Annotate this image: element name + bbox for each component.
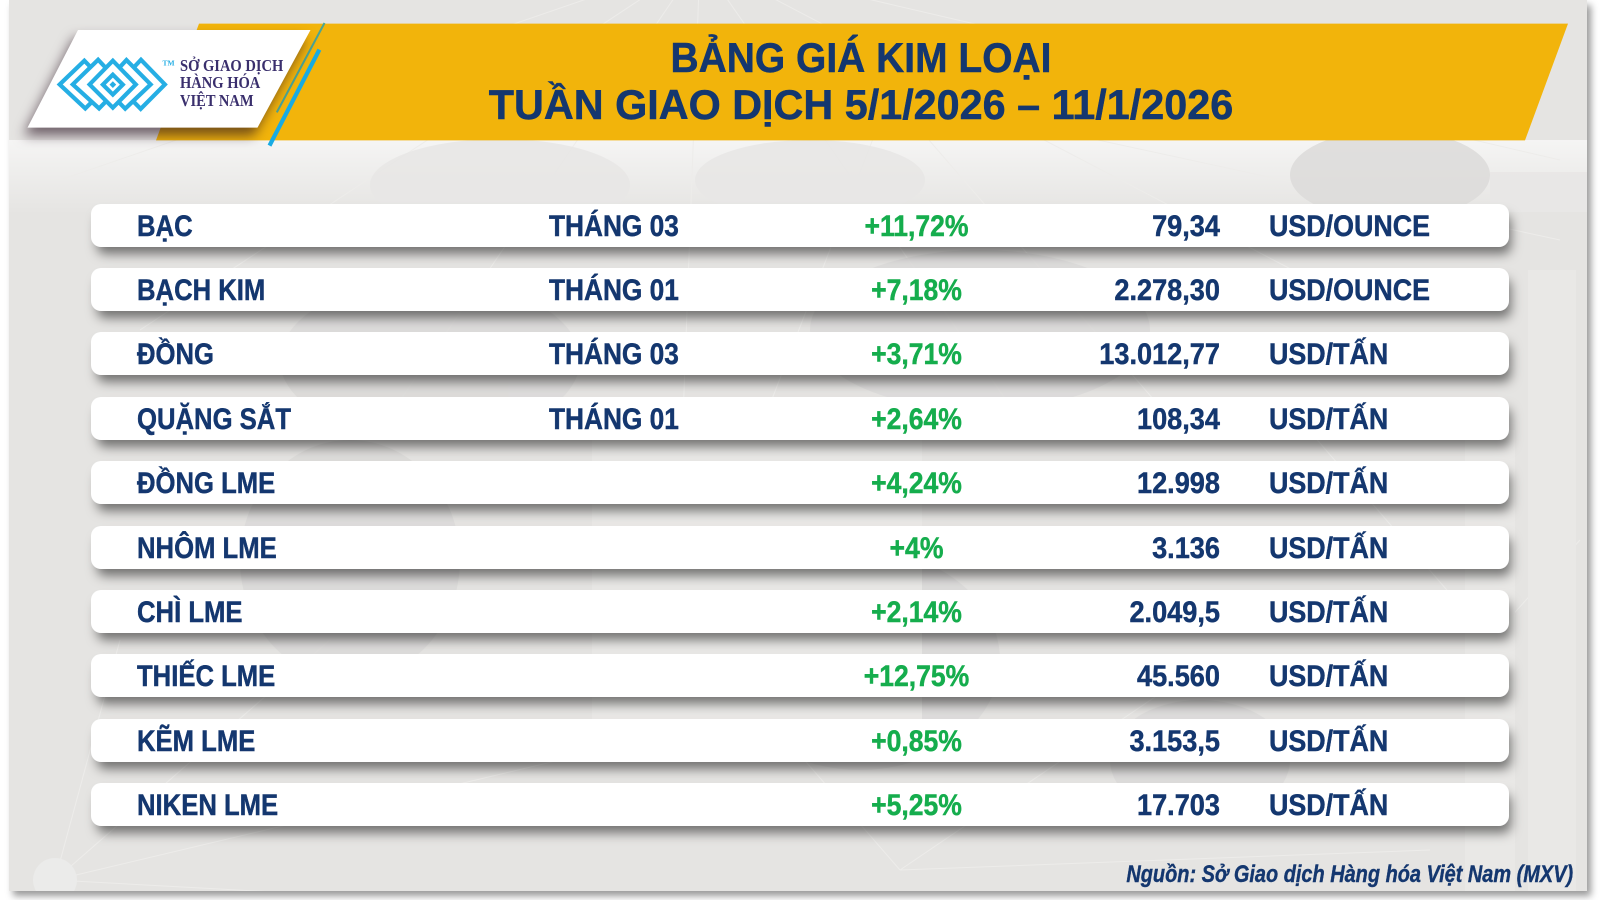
svg-text:TM: TM — [163, 59, 175, 68]
